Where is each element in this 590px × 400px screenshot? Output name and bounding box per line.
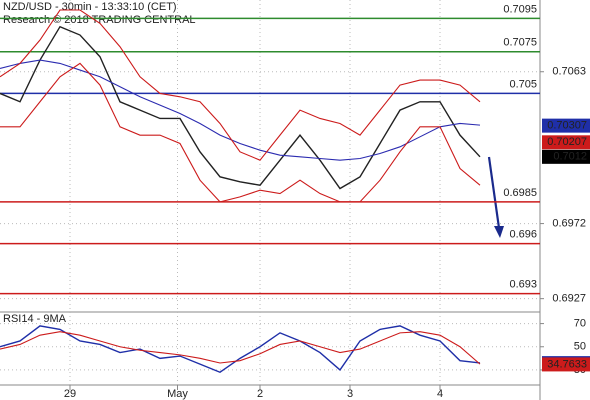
rsi-title: RSI14 - 9MA xyxy=(3,313,67,325)
price-label: 0.70207 xyxy=(547,136,587,148)
y-tick-label: 0.6972 xyxy=(552,217,586,229)
price-line xyxy=(0,25,481,190)
x-tick-label: May xyxy=(167,388,188,400)
indicator-line xyxy=(0,9,481,161)
price-label: 0.7012 xyxy=(553,151,587,163)
y-tick-label: 0.7063 xyxy=(552,66,586,78)
x-tick-label: 3 xyxy=(347,388,353,400)
price-label: 0.70307 xyxy=(547,120,587,132)
chart-title: NZD/USD - 30min - 13:33:10 (CET) xyxy=(3,1,177,13)
level-label: 0.6985 xyxy=(503,187,537,199)
x-tick-label: 29 xyxy=(64,388,76,400)
price-label-box xyxy=(542,135,590,150)
price-label-box xyxy=(542,149,590,164)
y-tick-label: 50 xyxy=(574,341,586,353)
indicator-line xyxy=(0,62,481,203)
price-label-box xyxy=(542,118,590,133)
y-tick-label: 70 xyxy=(574,317,586,329)
level-label: 0.7075 xyxy=(503,37,537,49)
level-label: 0.696 xyxy=(509,228,537,240)
indicator-line xyxy=(0,59,481,161)
forecast-arrow xyxy=(487,156,504,238)
indicator-line xyxy=(0,331,481,365)
chart-subtitle: Research © 2018 TRADING CENTRAL xyxy=(3,14,196,26)
level-label: 0.705 xyxy=(509,78,537,90)
price-label: 34.7633 xyxy=(547,358,587,370)
x-tick-label: 2 xyxy=(257,388,263,400)
level-label: 0.7095 xyxy=(503,3,537,15)
level-label: 0.693 xyxy=(509,279,537,291)
y-tick-label: 0.6927 xyxy=(552,293,586,305)
price-label-box xyxy=(542,357,590,372)
indicator-line xyxy=(0,325,481,374)
x-tick-label: 4 xyxy=(437,388,443,400)
